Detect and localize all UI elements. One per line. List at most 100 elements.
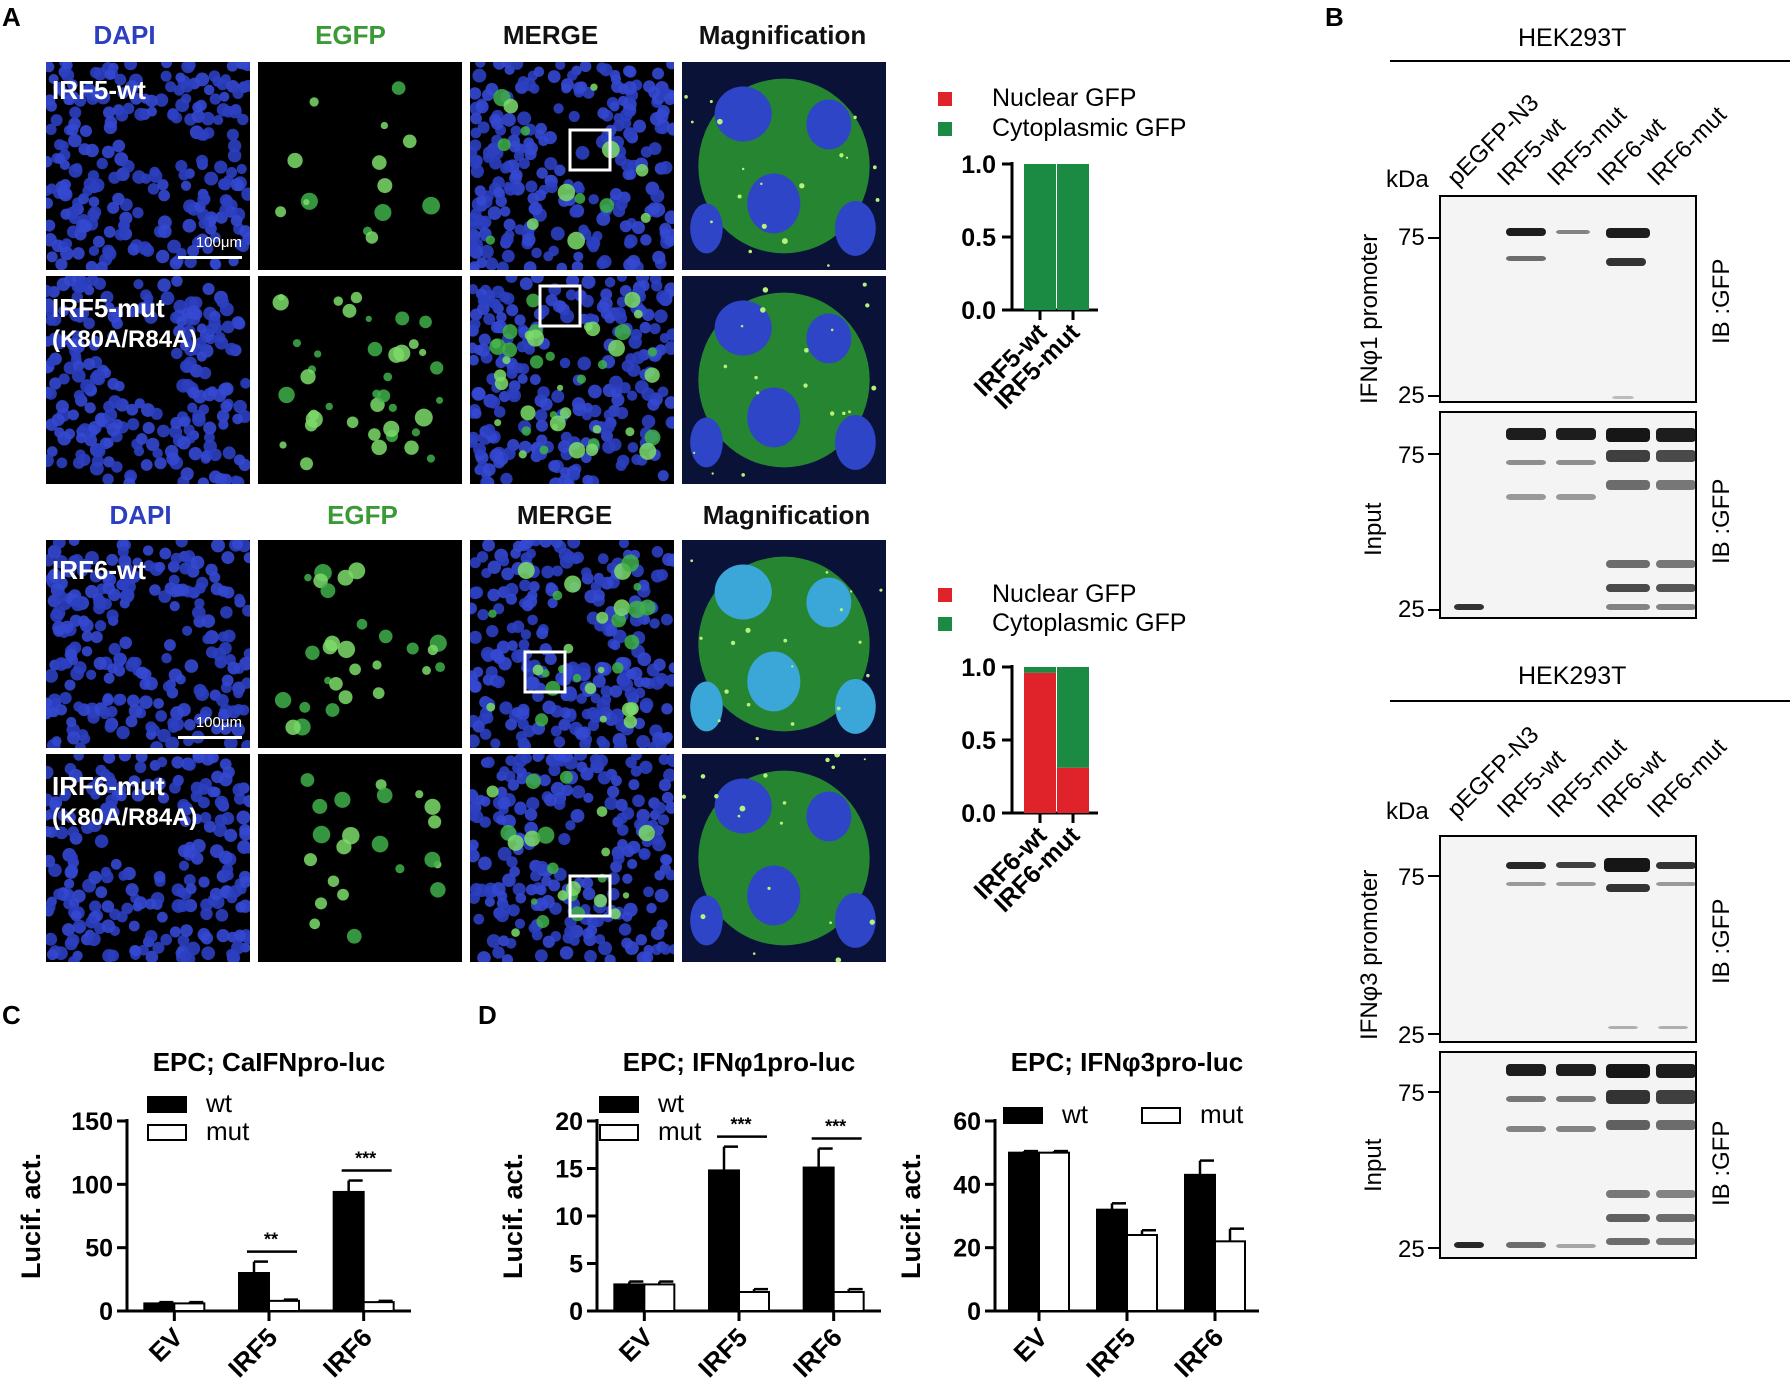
egfp-image	[258, 540, 462, 748]
blot-band	[1556, 460, 1596, 465]
blot-band	[1606, 884, 1650, 892]
blot-band	[1506, 862, 1546, 869]
mw-marker: 75	[1398, 864, 1425, 891]
bar	[362, 1301, 395, 1312]
western-blot	[1439, 411, 1697, 619]
bar	[1096, 1208, 1128, 1312]
blot-band	[1604, 858, 1650, 872]
merge-image	[470, 540, 674, 748]
kda-label: kDa	[1386, 166, 1429, 193]
bar	[832, 1291, 865, 1312]
header-magnification: Magnification	[698, 20, 867, 50]
dapi-image	[46, 754, 250, 962]
legend-label: mut	[206, 1116, 250, 1146]
blot-band	[1506, 1096, 1546, 1102]
blot-band	[1656, 450, 1696, 462]
header-egfp: EGFP	[315, 20, 386, 50]
blot-band	[1606, 1190, 1650, 1198]
blot-band	[1506, 460, 1546, 465]
y-tick-label: 20	[953, 1235, 981, 1263]
x-tick-label: EV	[613, 1322, 659, 1368]
mw-marker: 75	[1398, 1080, 1425, 1107]
blot-band	[1506, 228, 1546, 236]
egfp-image	[258, 276, 462, 484]
blot-band	[1606, 480, 1650, 490]
legend-nuclear-gfp: Nuclear GFP	[992, 580, 1137, 608]
chart-title: EPC; CaIFNpro-luc	[153, 1047, 386, 1077]
legend-swatch-cytoplasmic	[938, 122, 952, 136]
dapi-image	[46, 276, 250, 484]
legend-label: mut	[658, 1116, 702, 1146]
header-dapi: DAPI	[109, 500, 172, 530]
blot-promoter-label: IFNφ3 promoter	[1356, 869, 1383, 1040]
blot-band	[1656, 1120, 1696, 1130]
x-tick-label: IRF6	[317, 1322, 378, 1383]
y-tick-label: 0	[967, 1298, 981, 1326]
blot-band	[1606, 560, 1650, 568]
magnification-image	[682, 540, 886, 748]
y-tick-label: 100	[71, 1171, 113, 1199]
western-blot	[1439, 835, 1697, 1043]
bar-segment	[1024, 164, 1056, 310]
blot-band	[1556, 1244, 1596, 1248]
blot-band	[1656, 1090, 1696, 1104]
chart-title: EPC; IFNφ1pro-luc	[623, 1047, 855, 1077]
cell-line-line	[1390, 60, 1790, 62]
cell-line-line	[1390, 700, 1790, 702]
blot-ib-label: IB :GFP	[1708, 1120, 1735, 1206]
luciferase-bar-chart: EPC; IFNφ3pro-luc Lucif. act. 0 20 40 60 EV IRF…	[896, 1047, 1259, 1383]
row-label-irf6-mut: IRF6-mut	[52, 771, 165, 801]
x-tick-label: IRF6	[787, 1322, 848, 1383]
dapi-image	[46, 62, 250, 270]
blot-band	[1608, 1026, 1638, 1029]
blot-band	[1556, 230, 1590, 234]
y-tick-label: 1.0	[961, 151, 996, 179]
legend-label: mut	[1200, 1099, 1244, 1129]
y-tick-label: 15	[555, 1156, 583, 1184]
blot-ib-label: IB :GFP	[1708, 478, 1735, 564]
blot-band	[1556, 882, 1596, 886]
blot-band	[1656, 428, 1696, 442]
blot-band	[1506, 1064, 1546, 1076]
legend-cytoplasmic-gfp: Cytoplasmic GFP	[992, 114, 1187, 142]
blot-membrane	[1439, 835, 1697, 1043]
blot-band	[1556, 1126, 1596, 1132]
blot-input-label: Input	[1360, 1138, 1387, 1192]
x-tick-label: IRF6	[1168, 1322, 1229, 1383]
bar	[173, 1302, 206, 1313]
header-dapi: DAPI	[93, 20, 156, 50]
bar	[143, 1302, 176, 1313]
magnification-image	[682, 276, 886, 484]
row-label-irf5-mut: IRF5-mut	[52, 293, 165, 323]
bar	[1008, 1151, 1040, 1312]
blot-membrane	[1439, 1051, 1697, 1259]
luciferase-bar-chart: EPC; IFNφ1pro-luc Lucif. act. 0 5 10 15 20 EV IR…	[498, 1047, 881, 1383]
cell-line-label: HEK293T	[1518, 662, 1627, 690]
panel-letter-c: C	[2, 1000, 21, 1030]
bar	[643, 1283, 676, 1313]
blot-band	[1606, 428, 1650, 442]
scale-bar	[178, 256, 242, 259]
blot-band	[1606, 1120, 1650, 1130]
bar	[802, 1166, 835, 1313]
y-tick-label: 40	[953, 1171, 981, 1199]
row-label-irf5-wt: IRF5-wt	[52, 75, 146, 105]
mw-marker: 25	[1398, 382, 1425, 409]
merge-image	[470, 62, 674, 270]
blot-band	[1506, 428, 1546, 440]
blot-band	[1454, 604, 1484, 610]
bar	[1126, 1234, 1158, 1312]
scale-bar-label: 100μm	[195, 234, 242, 251]
panel-letter-b: B	[1325, 2, 1344, 32]
mw-marker: 25	[1398, 1236, 1425, 1263]
scale-bar-label: 100μm	[195, 714, 242, 731]
bar	[1038, 1151, 1070, 1312]
y-tick-label: 5	[569, 1251, 583, 1279]
bar	[1214, 1240, 1246, 1313]
bar	[708, 1169, 740, 1313]
header-merge: MERGE	[516, 500, 613, 530]
blot-band	[1556, 1096, 1596, 1102]
blot-band	[1556, 494, 1596, 500]
